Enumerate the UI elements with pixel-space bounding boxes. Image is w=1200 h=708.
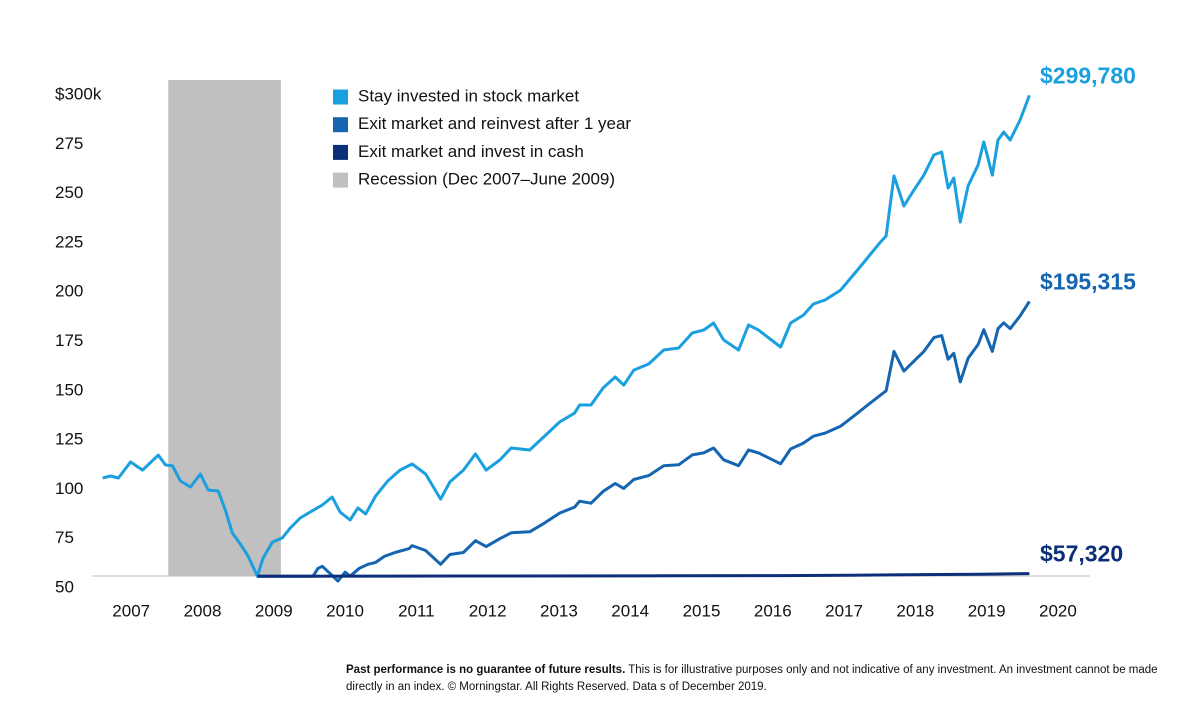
end-label: $299,780 [1040,63,1136,89]
y-tick-label: 125 [55,430,83,449]
x-tick-label: 2016 [754,601,792,620]
x-tick-label: 2012 [469,601,507,620]
series-line [257,300,1031,583]
series-line [102,94,1031,578]
x-tick-label: 2020 [1039,601,1077,620]
legend-swatch [333,172,348,188]
x-tick-label: 2011 [398,601,435,620]
y-tick-label: 225 [55,232,83,251]
y-tick-label: 200 [55,282,83,301]
x-tick-label: 2018 [896,601,934,620]
end-label: $195,315 [1040,269,1136,295]
x-tick-label: 2009 [255,601,293,620]
y-tick-label: 75 [55,528,74,547]
x-tick-label: 2013 [540,601,578,620]
series-line [257,572,1030,578]
legend-label: Exit market and reinvest after 1 year [358,114,631,133]
x-tick-label: 2015 [683,601,721,620]
y-tick-label: 250 [55,183,83,202]
y-tick-label: 275 [55,134,83,153]
legend-label: Recession (Dec 2007–June 2009) [358,170,615,189]
y-tick-label: 50 [55,577,74,596]
legend-swatch [333,144,348,160]
y-tick-label: $300k [55,84,102,103]
legend-swatch [333,89,348,105]
end-label: $57,320 [1040,541,1123,567]
x-tick-label: 2017 [825,601,863,620]
recession-band [168,80,281,576]
legend-label: Stay invested in stock market [358,86,579,105]
y-tick-label: 150 [55,380,83,399]
x-tick-label: 2007 [112,601,150,620]
footnote-text: This is for illustrative purposes only a… [346,664,1158,693]
legend-label: Exit market and invest in cash [358,142,584,161]
x-tick-label: 2010 [326,601,364,620]
footnote-bold: Past performance is no guarantee of futu… [346,664,626,676]
x-tick-label: 2019 [968,601,1006,620]
chart: 50 75 100 125 150 175 200 225 250 275 $300k 2007 200… [55,63,1136,621]
x-tick-label: 2014 [611,601,649,620]
footnote: Past performance is no guarantee of futu… [346,662,1186,696]
y-tick-label: 175 [55,331,83,350]
legend-swatch [333,117,348,133]
y-tick-label: 100 [55,479,83,498]
x-tick-label: 2008 [184,601,222,620]
